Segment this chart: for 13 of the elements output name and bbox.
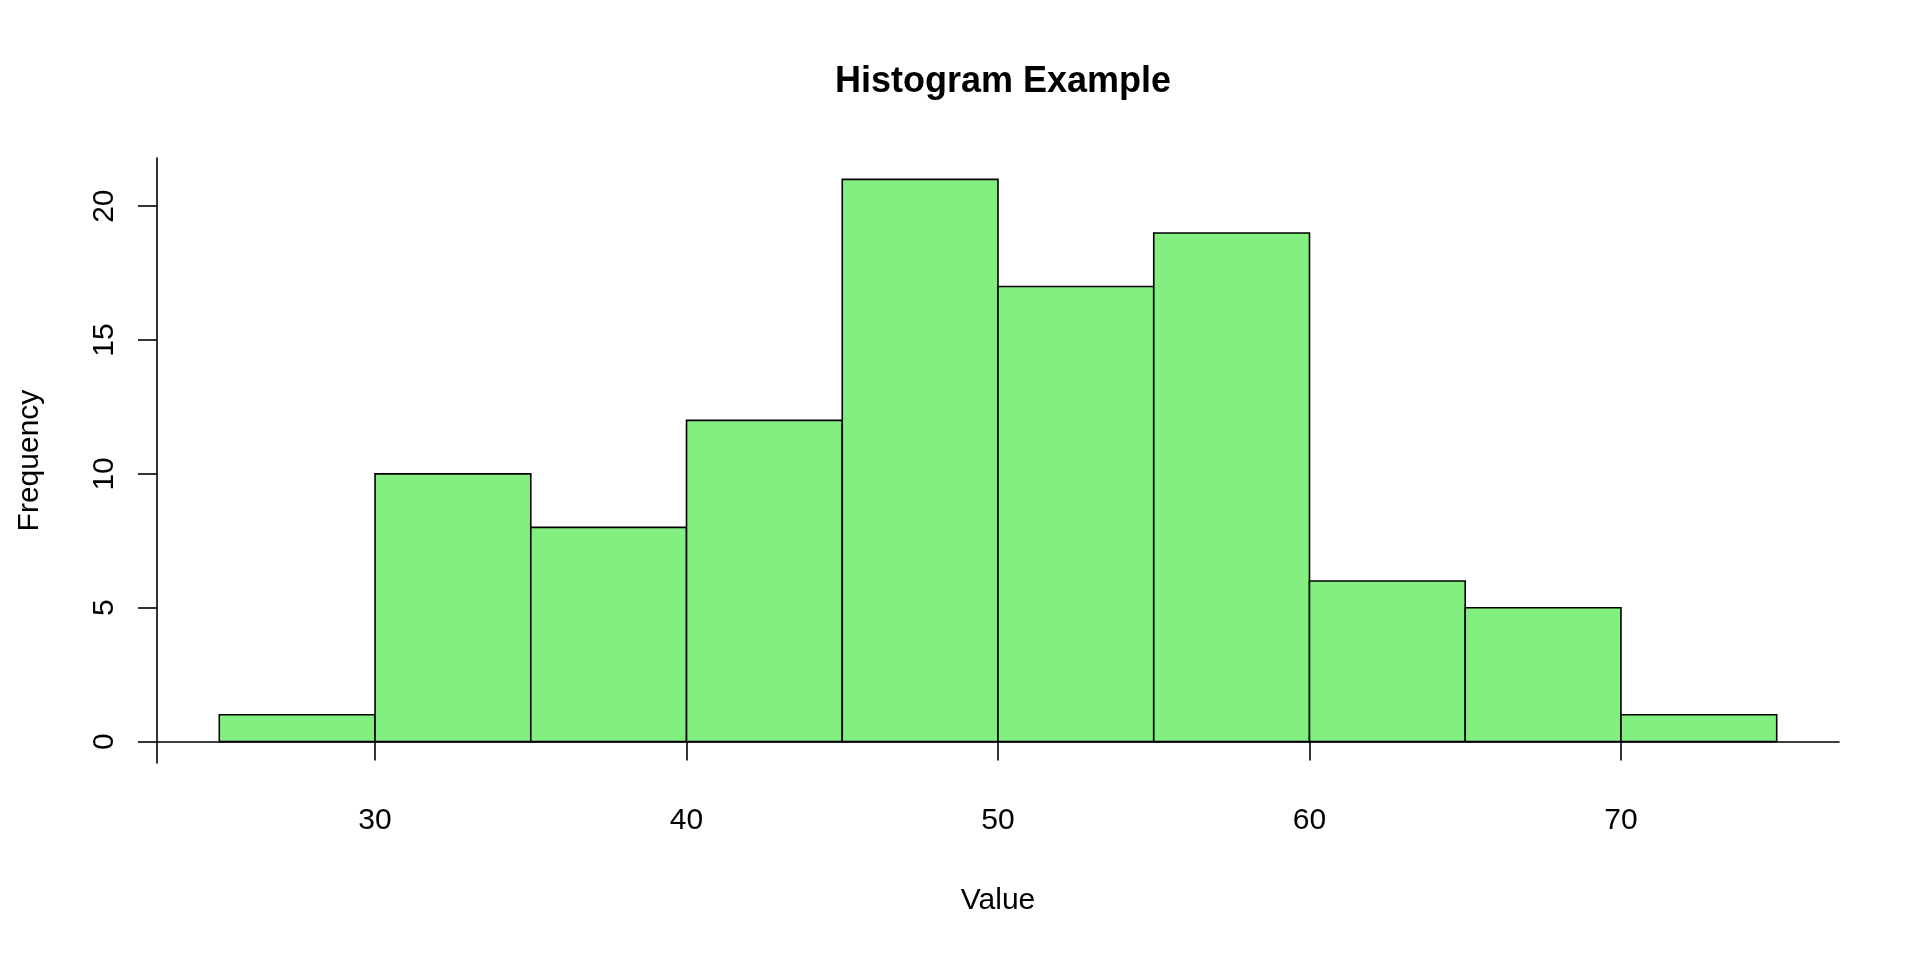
x-tick-label: 60 [1292, 801, 1327, 835]
x-tick-label: 70 [1604, 801, 1638, 835]
x-tick-label: 40 [669, 801, 704, 835]
y-tick-label: 10 [85, 457, 119, 491]
y-axis-title: Frequency [10, 389, 44, 532]
x-axis-title: Value [960, 881, 1036, 915]
y-tick-label: 20 [85, 189, 119, 223]
x-tick-label: 30 [358, 801, 392, 835]
y-tick-label: 0 [85, 733, 119, 750]
chart-title: Histogram Example [834, 58, 1172, 100]
y-tick-label: 5 [85, 599, 119, 617]
x-tick-label: 50 [981, 801, 1015, 835]
y-tick-label: 15 [85, 323, 119, 357]
